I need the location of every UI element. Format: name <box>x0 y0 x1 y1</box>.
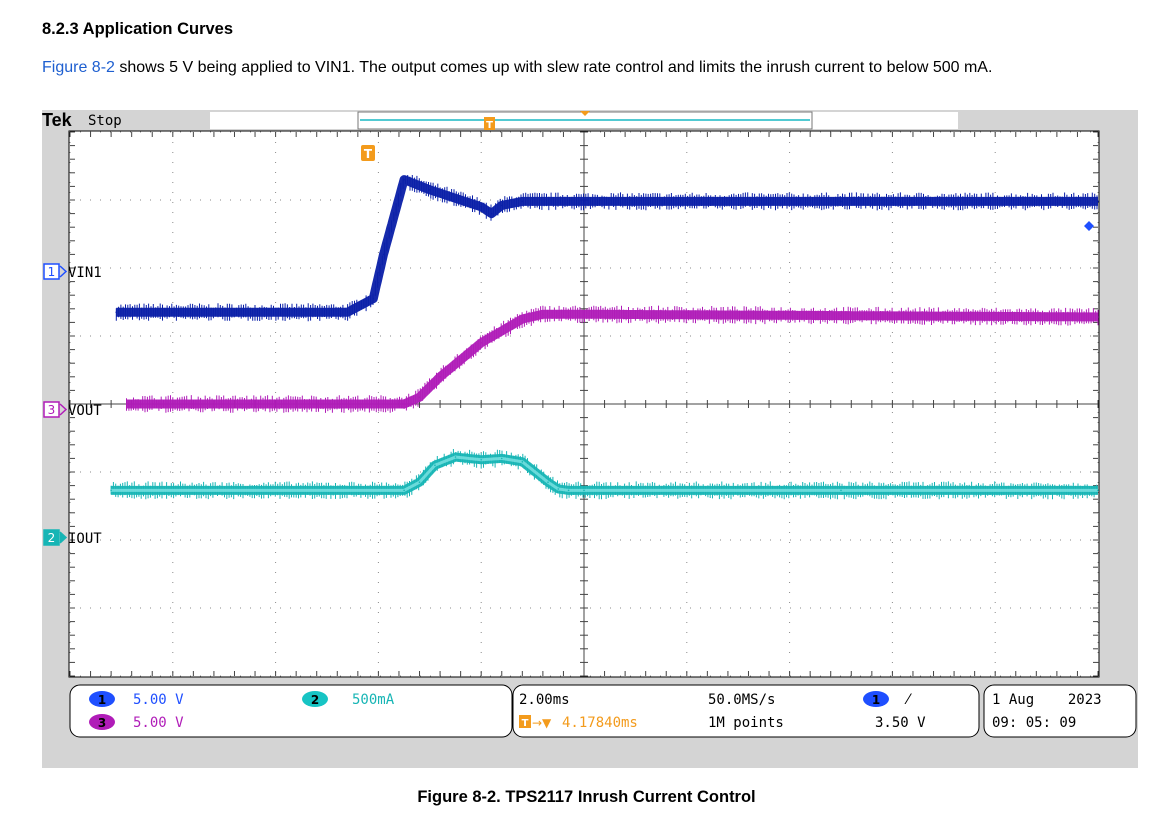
channel-panel <box>69 684 513 738</box>
iout-point <box>521 461 524 463</box>
ch1-marker: 1 <box>43 263 68 280</box>
vin1-point <box>840 200 842 203</box>
ch3-badge: 3 <box>89 714 115 730</box>
iout-point <box>547 481 549 484</box>
ch3-marker: 3 <box>43 401 68 418</box>
vout-point <box>840 314 842 317</box>
svg-text:2: 2 <box>48 531 56 545</box>
top-bar-white-left <box>210 112 358 129</box>
vout-point <box>403 403 405 405</box>
acquisition-date: 1 Aug 2023 <box>992 692 1102 708</box>
iout-point <box>557 488 560 490</box>
body-paragraph: Figure 8-2 shows 5 V being applied to VI… <box>42 58 1122 77</box>
iout-trace-core <box>111 455 1098 492</box>
sample-rate: 50.0MS/s <box>708 692 775 708</box>
figure-link[interactable]: Figure 8-2 <box>42 59 115 76</box>
record-trigger-marker: T <box>484 117 495 131</box>
ch1-scale: 5.00 V <box>133 692 184 708</box>
iout-point <box>567 489 570 492</box>
ch3-label: VOUT <box>68 403 102 419</box>
svg-text:T: T <box>522 718 529 729</box>
datetime-panel <box>983 684 1137 738</box>
ch1-label: VIN1 <box>68 265 102 281</box>
ch2-label: IOUT <box>68 531 102 547</box>
iout-point <box>1097 489 1099 492</box>
top-bar-white-right <box>812 112 958 129</box>
svg-text:3: 3 <box>98 716 106 730</box>
timebase-value: 2.00ms <box>519 692 570 708</box>
svg-text:T: T <box>486 120 493 131</box>
iout-point <box>434 464 436 467</box>
vin1-point <box>115 311 118 313</box>
trigger-level-arrow <box>1084 221 1094 231</box>
vout-point <box>583 313 585 316</box>
svg-text:T: T <box>364 147 373 161</box>
iout-point <box>840 489 842 492</box>
vin1-point <box>429 189 431 191</box>
vin1-point <box>500 204 503 207</box>
center-marker-top <box>580 111 590 116</box>
iout-point <box>403 489 405 492</box>
timebase-panel <box>512 684 980 738</box>
vout-point <box>125 403 128 405</box>
ch2-marker: 2 <box>43 529 68 546</box>
trace-area <box>107 175 1102 500</box>
vout-point <box>521 318 524 320</box>
vin1-point <box>403 178 405 181</box>
vout-point <box>1097 316 1099 318</box>
svg-text:1: 1 <box>98 693 106 707</box>
tek-brand: Tek <box>42 110 73 130</box>
vin1-point <box>583 200 585 203</box>
vout-point <box>542 313 544 316</box>
ch2-scale: 500mA <box>352 692 395 708</box>
vout-point <box>439 376 441 378</box>
trigger-position-value: 4.17840ms <box>562 715 638 731</box>
section-heading: 8.2.3 Application Curves <box>42 20 234 38</box>
oscilloscope-screenshot: Tek Stop T T 1 VIN1 3 VOUT 2 IOUT 1 5.00 <box>42 110 1138 768</box>
iout-point <box>480 458 483 461</box>
iout-point <box>418 481 421 484</box>
run-state: Stop <box>88 113 122 129</box>
ch3-scale: 5.00 V <box>133 715 184 731</box>
acquisition-time: 09: 05: 09 <box>992 715 1076 731</box>
trigger-source-badge: 1 <box>863 691 889 707</box>
vin1-point <box>372 297 375 300</box>
vin1-point <box>382 253 385 256</box>
svg-text:2: 2 <box>311 693 319 707</box>
iout-point <box>110 489 112 492</box>
paragraph-text: shows 5 V being applied to VIN1. The out… <box>114 59 993 76</box>
svg-text:1: 1 <box>48 265 56 279</box>
record-length: 1M points <box>708 715 784 731</box>
vout-point <box>480 342 483 344</box>
vin1-point <box>521 200 524 203</box>
iout-point <box>454 456 457 458</box>
vin1-trace-noise <box>115 175 1098 322</box>
trigger-slope-icon: ⁄ <box>904 692 912 708</box>
trigger-level: 3.50 V <box>875 715 926 731</box>
vin1-point <box>346 311 349 313</box>
svg-text:1: 1 <box>872 693 880 707</box>
vin1-point <box>480 206 483 208</box>
svg-text:3: 3 <box>48 403 56 417</box>
ch2-badge: 2 <box>302 691 328 707</box>
ch1-badge: 1 <box>89 691 115 707</box>
trigger-position-marker: T <box>361 145 375 161</box>
figure-caption: Figure 8-2. TPS2117 Inrush Current Contr… <box>417 788 756 806</box>
iout-point <box>500 457 503 460</box>
vin1-point <box>490 212 493 215</box>
vout-point <box>418 396 421 399</box>
trigger-position-icon: T <box>519 715 531 729</box>
iout-point <box>583 489 585 492</box>
vin1-point <box>1097 200 1099 203</box>
trigger-position-arrow: →▼ <box>532 716 552 730</box>
